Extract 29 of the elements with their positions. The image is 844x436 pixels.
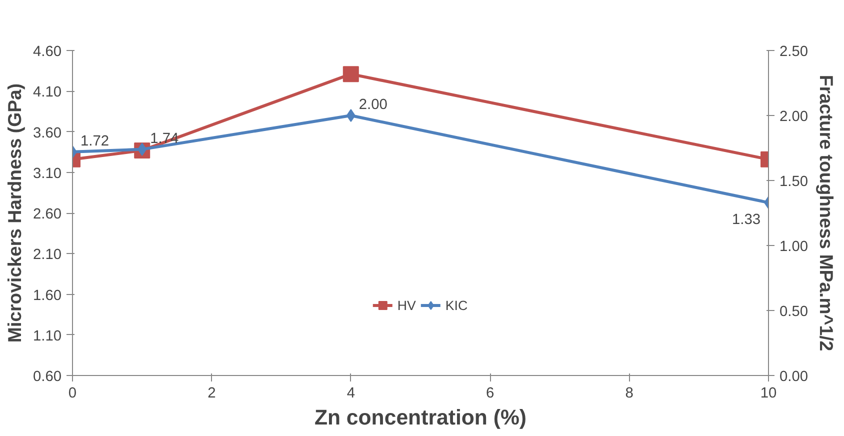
legend-label: HV	[397, 298, 417, 312]
y-tick-label: 4.10	[32, 84, 62, 101]
y-tick-label: 4.60	[32, 44, 62, 60]
y-tick-label: 3.10	[32, 166, 62, 182]
x-tick-label: 4	[346, 386, 355, 402]
x-tick-label: 10	[760, 386, 777, 402]
x-tick-label: 2	[208, 386, 216, 402]
y2-tick-label: 0.50	[780, 304, 808, 320]
x-tick-label: 0	[68, 386, 77, 402]
y-tick-label: 1.10	[32, 328, 62, 344]
y2-axis-title: Fracture toughness MPa.m^1/2	[816, 74, 838, 352]
y2-tick-label: 1.50	[780, 174, 808, 190]
y2-tick-label: 2.50	[780, 44, 808, 60]
x-tick-label: 8	[625, 386, 634, 402]
x-tick-label: 6	[486, 386, 494, 402]
data-label: 1.33	[732, 212, 761, 228]
y-tick-label: 2.60	[32, 206, 62, 222]
y2-tick-label: 0.00	[780, 369, 808, 385]
y2-tick-label: 1.00	[780, 239, 808, 255]
y-tick-label: 3.60	[32, 125, 62, 142]
y-tick-label: 0.60	[32, 369, 62, 385]
y-tick-label: 2.10	[32, 247, 62, 264]
data-label: 2.00	[358, 97, 388, 113]
y2-tick-label: 2.00	[780, 109, 808, 125]
y-tick-label: 1.60	[32, 288, 62, 304]
x-axis-title: Zn concentration (%)	[314, 406, 527, 430]
y-axis-title: Microvickers Hardness (GPa)	[4, 83, 25, 343]
legend-label: KIC	[445, 298, 468, 312]
data-label: 1.72	[80, 133, 110, 150]
